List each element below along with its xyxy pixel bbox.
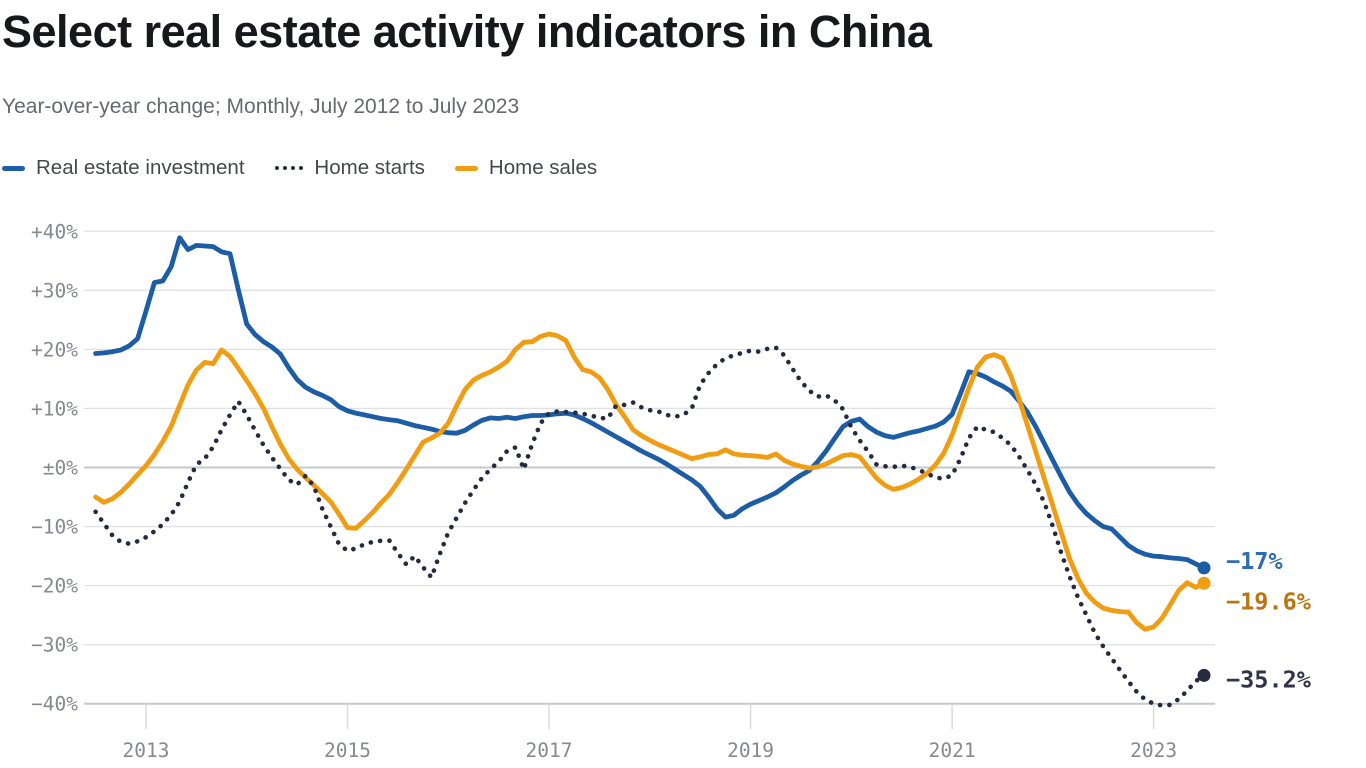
x-axis-label: 2019 (727, 739, 774, 762)
x-axis-label: 2017 (526, 739, 573, 762)
y-axis-label: ±0% (43, 457, 78, 480)
x-axis-label: 2013 (122, 739, 169, 762)
legend-label: Real estate investment (36, 156, 245, 179)
legend-item-home-sales: Home sales (454, 156, 598, 180)
series-end-label: −19.6% (1226, 587, 1311, 615)
y-axis-label: −30% (31, 634, 78, 657)
series-end-label: −17% (1226, 547, 1283, 575)
chart-legend: Real estate investment Home starts Home … (2, 156, 597, 180)
y-axis-label: −40% (31, 693, 78, 716)
y-axis-label: −10% (31, 516, 78, 539)
page-subtitle: Year-over-year change; Monthly, July 201… (2, 95, 520, 118)
starts-dotted-swatch-icon (274, 165, 304, 171)
x-axis-label: 2021 (929, 739, 976, 762)
y-axis-label: +40% (31, 220, 78, 243)
series-end-dot (1197, 576, 1211, 590)
series-end-dot (1197, 668, 1211, 682)
legend-label: Home starts (314, 156, 425, 179)
y-axis-label: +10% (31, 397, 78, 420)
series-end-label: −35.2% (1226, 665, 1311, 693)
sales-line-swatch-icon (454, 165, 478, 171)
legend-label: Home sales (488, 156, 598, 179)
series-end-dot (1197, 561, 1211, 575)
y-axis-label: −20% (31, 575, 78, 598)
legend-item-real-estate-investment: Real estate investment (2, 156, 245, 180)
series-line-home-sales (93, 331, 1207, 632)
y-axis-label: +20% (31, 338, 78, 361)
x-axis-label: 2015 (324, 739, 371, 762)
y-axis-label: +30% (31, 279, 78, 302)
series-line-home-starts (93, 345, 1207, 708)
page-title: Select real estate activity indicators i… (2, 6, 932, 57)
x-axis-label: 2023 (1130, 739, 1177, 762)
legend-item-home-starts: Home starts (274, 156, 425, 180)
investment-line-swatch-icon (2, 165, 25, 171)
